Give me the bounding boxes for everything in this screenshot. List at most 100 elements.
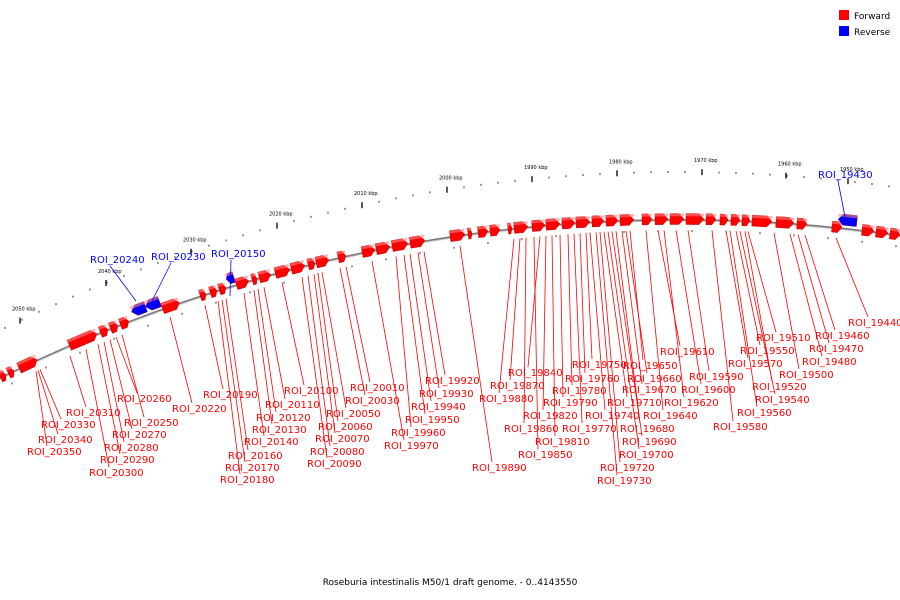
gene-label-forward[interactable]: ROI_19940 xyxy=(411,402,466,413)
gene-arrow[interactable] xyxy=(705,213,717,226)
gene-arrow[interactable] xyxy=(107,320,119,334)
gene-arrow[interactable] xyxy=(507,222,513,235)
gene-arrow[interactable] xyxy=(669,213,685,225)
gene-label-forward[interactable]: ROI_19590 xyxy=(689,372,744,383)
gene-label-forward[interactable]: ROI_19580 xyxy=(713,422,768,433)
gene-label-forward[interactable]: ROI_20090 xyxy=(307,459,362,470)
gene-label-forward[interactable]: ROI_20250 xyxy=(124,418,179,429)
gene-arrow[interactable] xyxy=(289,260,306,275)
gene-arrow[interactable] xyxy=(467,227,473,240)
gene-label-forward[interactable]: ROI_20310 xyxy=(66,408,121,419)
gene-label-forward[interactable]: ROI_19810 xyxy=(535,437,590,448)
gene-label-forward[interactable]: ROI_19770 xyxy=(562,424,617,435)
gene-label-forward[interactable]: ROI_20220 xyxy=(172,404,227,415)
gene-label-forward[interactable]: ROI_19560 xyxy=(737,408,792,419)
gene-arrow[interactable] xyxy=(796,217,808,230)
gene-arrow[interactable] xyxy=(208,285,218,298)
gene-arrow[interactable] xyxy=(751,214,773,228)
gene-arrow[interactable] xyxy=(861,224,875,237)
gene-arrow[interactable] xyxy=(16,354,40,374)
gene-label-forward[interactable]: ROI_20270 xyxy=(112,430,167,441)
gene-label-forward[interactable]: ROI_19820 xyxy=(523,411,578,422)
gene-label-reverse[interactable]: ROI_19430 xyxy=(818,170,873,181)
gene-label-forward[interactable]: ROI_19880 xyxy=(479,394,534,405)
gene-label-forward[interactable]: ROI_20290 xyxy=(100,455,155,466)
gene-arrow[interactable] xyxy=(314,254,330,269)
gene-label-forward[interactable]: ROI_20100 xyxy=(284,386,339,397)
gene-label-forward[interactable]: ROI_19960 xyxy=(391,428,446,439)
gene-arrow[interactable] xyxy=(685,213,705,225)
gene-label-forward[interactable]: ROI_19950 xyxy=(405,415,460,426)
gene-arrow[interactable] xyxy=(575,216,591,229)
gene-label-forward[interactable]: ROI_19540 xyxy=(755,395,810,406)
gene-arrow[interactable] xyxy=(129,301,148,318)
gene-label-forward[interactable]: ROI_19640 xyxy=(643,411,698,422)
gene-arrow[interactable] xyxy=(97,324,110,338)
gene-arrow[interactable] xyxy=(143,296,162,311)
gene-label-forward[interactable]: ROI_19470 xyxy=(809,344,864,355)
gene-arrow[interactable] xyxy=(513,221,529,234)
gene-label-forward[interactable]: ROI_19890 xyxy=(472,463,527,474)
gene-label-forward[interactable]: ROI_20180 xyxy=(220,475,275,486)
gene-label-forward[interactable]: ROI_19520 xyxy=(752,382,807,393)
gene-arrow[interactable] xyxy=(160,297,182,314)
gene-label-forward[interactable]: ROI_20170 xyxy=(225,463,280,474)
gene-label-forward[interactable]: ROI_19760 xyxy=(565,374,620,385)
gene-arrow[interactable] xyxy=(306,257,316,271)
gene-label-forward[interactable]: ROI_19670 xyxy=(622,385,677,396)
gene-label-forward[interactable]: ROI_19660 xyxy=(627,374,682,385)
gene-arrow[interactable] xyxy=(591,215,605,228)
gene-arrow[interactable] xyxy=(489,224,501,237)
gene-label-forward[interactable]: ROI_20120 xyxy=(256,413,311,424)
gene-label-forward[interactable]: ROI_19730 xyxy=(597,476,652,487)
gene-label-forward[interactable]: ROI_19650 xyxy=(623,361,678,372)
gene-label-reverse[interactable]: ROI_20240 xyxy=(90,255,145,266)
gene-label-forward[interactable]: ROI_20070 xyxy=(315,434,370,445)
gene-label-forward[interactable]: ROI_19790 xyxy=(543,398,598,409)
gene-label-forward[interactable]: ROI_19970 xyxy=(384,441,439,452)
gene-label-forward[interactable]: ROI_19750 xyxy=(572,360,627,371)
gene-label-forward[interactable]: ROI_19510 xyxy=(756,333,811,344)
gene-label-forward[interactable]: ROI_19850 xyxy=(518,450,573,461)
gene-arrow[interactable] xyxy=(217,282,228,296)
gene-arrow[interactable] xyxy=(234,275,251,290)
gene-label-forward[interactable]: ROI_19720 xyxy=(600,463,655,474)
gene-arrow[interactable] xyxy=(118,315,130,330)
gene-arrow[interactable] xyxy=(5,365,16,379)
gene-arrow[interactable] xyxy=(837,213,858,227)
gene-label-forward[interactable]: ROI_20110 xyxy=(265,400,320,411)
gene-label-forward[interactable]: ROI_19920 xyxy=(425,376,480,387)
gene-arrow[interactable] xyxy=(449,228,466,242)
gene-label-forward[interactable]: ROI_20160 xyxy=(228,451,283,462)
gene-arrow[interactable] xyxy=(641,213,653,226)
gene-label-forward[interactable]: ROI_20140 xyxy=(244,437,299,448)
gene-label-forward[interactable]: ROI_19610 xyxy=(660,347,715,358)
gene-label-forward[interactable]: ROI_20050 xyxy=(326,409,381,420)
gene-arrow[interactable] xyxy=(408,234,426,249)
gene-arrow[interactable] xyxy=(257,269,273,284)
gene-label-forward[interactable]: ROI_19740 xyxy=(585,411,640,422)
gene-arrow[interactable] xyxy=(66,328,99,351)
gene-arrow[interactable] xyxy=(654,213,669,225)
gene-arrow[interactable] xyxy=(531,219,546,232)
gene-arrow[interactable] xyxy=(374,241,391,255)
gene-arrow[interactable] xyxy=(719,213,729,226)
gene-label-reverse[interactable]: ROI_20230 xyxy=(151,252,206,263)
gene-label-forward[interactable]: ROI_19690 xyxy=(622,437,677,448)
gene-label-forward[interactable]: ROI_20080 xyxy=(310,447,365,458)
gene-label-forward[interactable]: ROI_20340 xyxy=(38,435,93,446)
gene-arrow[interactable] xyxy=(775,216,795,229)
gene-arrow[interactable] xyxy=(545,218,561,231)
gene-label-reverse[interactable]: ROI_20150 xyxy=(211,249,266,260)
gene-arrow[interactable] xyxy=(390,237,409,252)
gene-label-forward[interactable]: ROI_19840 xyxy=(508,368,563,379)
gene-label-forward[interactable]: ROI_19860 xyxy=(504,424,559,435)
gene-label-forward[interactable]: ROI_19700 xyxy=(619,450,674,461)
gene-label-forward[interactable]: ROI_20330 xyxy=(41,420,96,431)
gene-arrow[interactable] xyxy=(741,214,751,227)
gene-label-forward[interactable]: ROI_20260 xyxy=(117,394,172,405)
gene-arrow[interactable] xyxy=(360,244,376,258)
gene-label-forward[interactable]: ROI_19870 xyxy=(490,381,545,392)
gene-label-forward[interactable]: ROI_19480 xyxy=(802,357,857,368)
gene-arrow[interactable] xyxy=(730,214,741,226)
